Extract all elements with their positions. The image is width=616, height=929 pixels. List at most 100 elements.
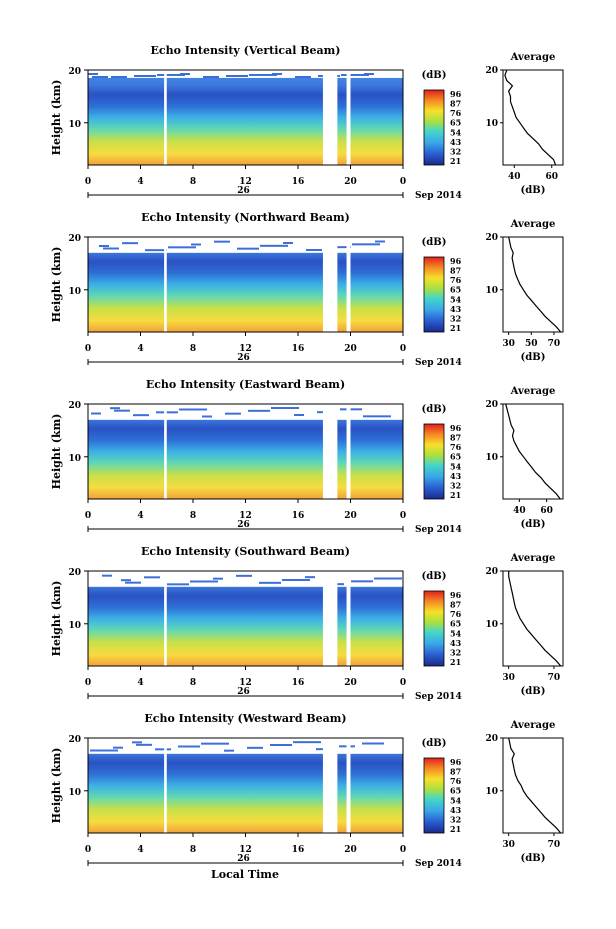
colorbar-tick-label: 32 (450, 814, 461, 824)
x-tick-label: 0 (400, 845, 406, 855)
x-tick-label: 0 (400, 678, 406, 688)
data-gap (164, 571, 167, 666)
echo-fragment (362, 742, 384, 745)
y-tick-label: 20 (68, 568, 81, 578)
data-gap (164, 404, 167, 499)
echo-fragment (249, 74, 277, 76)
heatmap-field (88, 70, 403, 165)
colorbar-tick-label: 76 (450, 275, 462, 285)
avg-y-tick-label: 10 (485, 620, 498, 630)
x-tick-label: 16 (292, 177, 305, 187)
colorbar-tick-label: 54 (450, 795, 462, 805)
colorbar-tick-label: 76 (450, 609, 462, 619)
x-tick-label: 12 (239, 511, 252, 521)
echo-fragment (214, 240, 230, 243)
colorbar-tick-label: 43 (450, 638, 462, 648)
avg-y-tick-label: 10 (485, 286, 498, 296)
colorbar-tick-label: 65 (450, 619, 461, 629)
data-gap (346, 237, 351, 332)
y-axis-label: Height (km) (50, 414, 63, 490)
average-frame (502, 69, 564, 166)
colorbar-tick-label: 65 (450, 285, 461, 295)
average-title: Average (510, 553, 556, 564)
x-tick-label: 20 (344, 344, 357, 354)
x-tick-label: 4 (137, 177, 143, 187)
colorbar-tick-label: 96 (450, 89, 462, 99)
echo-fragment (201, 742, 229, 745)
echo-fragment (272, 73, 282, 75)
colorbar (423, 757, 445, 834)
avg-x-tick-label: 30 (502, 840, 515, 850)
avg-x-tick-label: 30 (502, 673, 515, 683)
y-tick-label: 10 (68, 621, 81, 631)
colorbar-tick-label: 54 (450, 461, 462, 471)
avg-x-tick-label: 60 (540, 506, 553, 516)
echo-fragment (113, 746, 123, 749)
x-tick-label: 4 (137, 678, 143, 688)
colorbar-tick-label: 87 (450, 600, 461, 610)
colorbar-tick-label: 76 (450, 442, 462, 452)
echo-fragment (92, 76, 108, 78)
echo-fragment (91, 412, 101, 415)
x-tick-label: 20 (344, 511, 357, 521)
colorbar-tick-label: 32 (450, 480, 461, 490)
echo-fragment (178, 745, 200, 748)
colorbar-tick-label: 21 (450, 657, 461, 667)
data-gap (322, 237, 338, 332)
data-gap (322, 70, 338, 165)
average-xlabel: (dB) (521, 352, 546, 363)
colorbar-tick-label: 65 (450, 452, 461, 462)
colorbar-tick-label: 87 (450, 433, 461, 443)
echo-fragment (167, 583, 189, 586)
colorbar (423, 423, 445, 500)
echo-fragment (122, 242, 138, 245)
average-profile-line (508, 236, 562, 333)
echo-fragment (202, 415, 212, 418)
average-title: Average (510, 386, 556, 397)
x-axis-label: Local Time (211, 868, 279, 881)
average-xlabel: (dB) (521, 519, 546, 530)
colorbar-tick-label: 96 (450, 423, 462, 433)
average-frame (502, 737, 564, 834)
echo-fragment (102, 574, 112, 577)
echo-fragment (168, 246, 196, 249)
colorbar-tick-label: 65 (450, 118, 461, 128)
echo-fragment (144, 576, 160, 579)
panel-5: Echo Intensity (Westward Beam) 10 20 Height… (50, 712, 564, 869)
echo-fragment (226, 75, 248, 77)
data-gap (164, 70, 167, 165)
colorbar-tick-label: 43 (450, 805, 462, 815)
colorbar-label: (dB) (422, 237, 447, 248)
average-frame (502, 236, 564, 333)
echo-fragment (340, 408, 362, 411)
average-frame (502, 403, 564, 500)
average-xlabel: (dB) (521, 686, 546, 697)
colorbar-tick-label: 87 (450, 767, 461, 777)
echo-fragment (88, 73, 98, 75)
echo-fragment (156, 411, 178, 414)
x-tick-label: 16 (292, 845, 305, 855)
colorbar-tick-label: 21 (450, 490, 461, 500)
echo-fragment (237, 247, 259, 250)
y-tick-label: 20 (68, 67, 81, 77)
x-tick-label: 0 (400, 177, 406, 187)
echo-fragment (157, 74, 185, 76)
no-echo-region (88, 738, 403, 754)
colorbar-tick-label: 43 (450, 304, 462, 314)
x-tick-label: 12 (239, 177, 252, 187)
colorbar-label: (dB) (422, 404, 447, 415)
panel-title: Echo Intensity (Northward Beam) (141, 211, 350, 224)
no-echo-region (88, 70, 403, 78)
echo-fragment (329, 246, 351, 249)
x-tick-label: 0 (85, 344, 91, 354)
avg-x-tick-label: 40 (508, 172, 521, 182)
x-tick-label: 0 (85, 177, 91, 187)
panel-title: Echo Intensity (Eastward Beam) (146, 378, 345, 391)
echo-fragment (90, 749, 118, 752)
echo-fragment (125, 581, 141, 584)
colorbar-tick-label: 43 (450, 137, 462, 147)
colorbar (423, 590, 445, 667)
x-tick-label: 4 (137, 344, 143, 354)
x-tick-label: 0 (400, 344, 406, 354)
avg-x-tick-label: 60 (545, 172, 558, 182)
